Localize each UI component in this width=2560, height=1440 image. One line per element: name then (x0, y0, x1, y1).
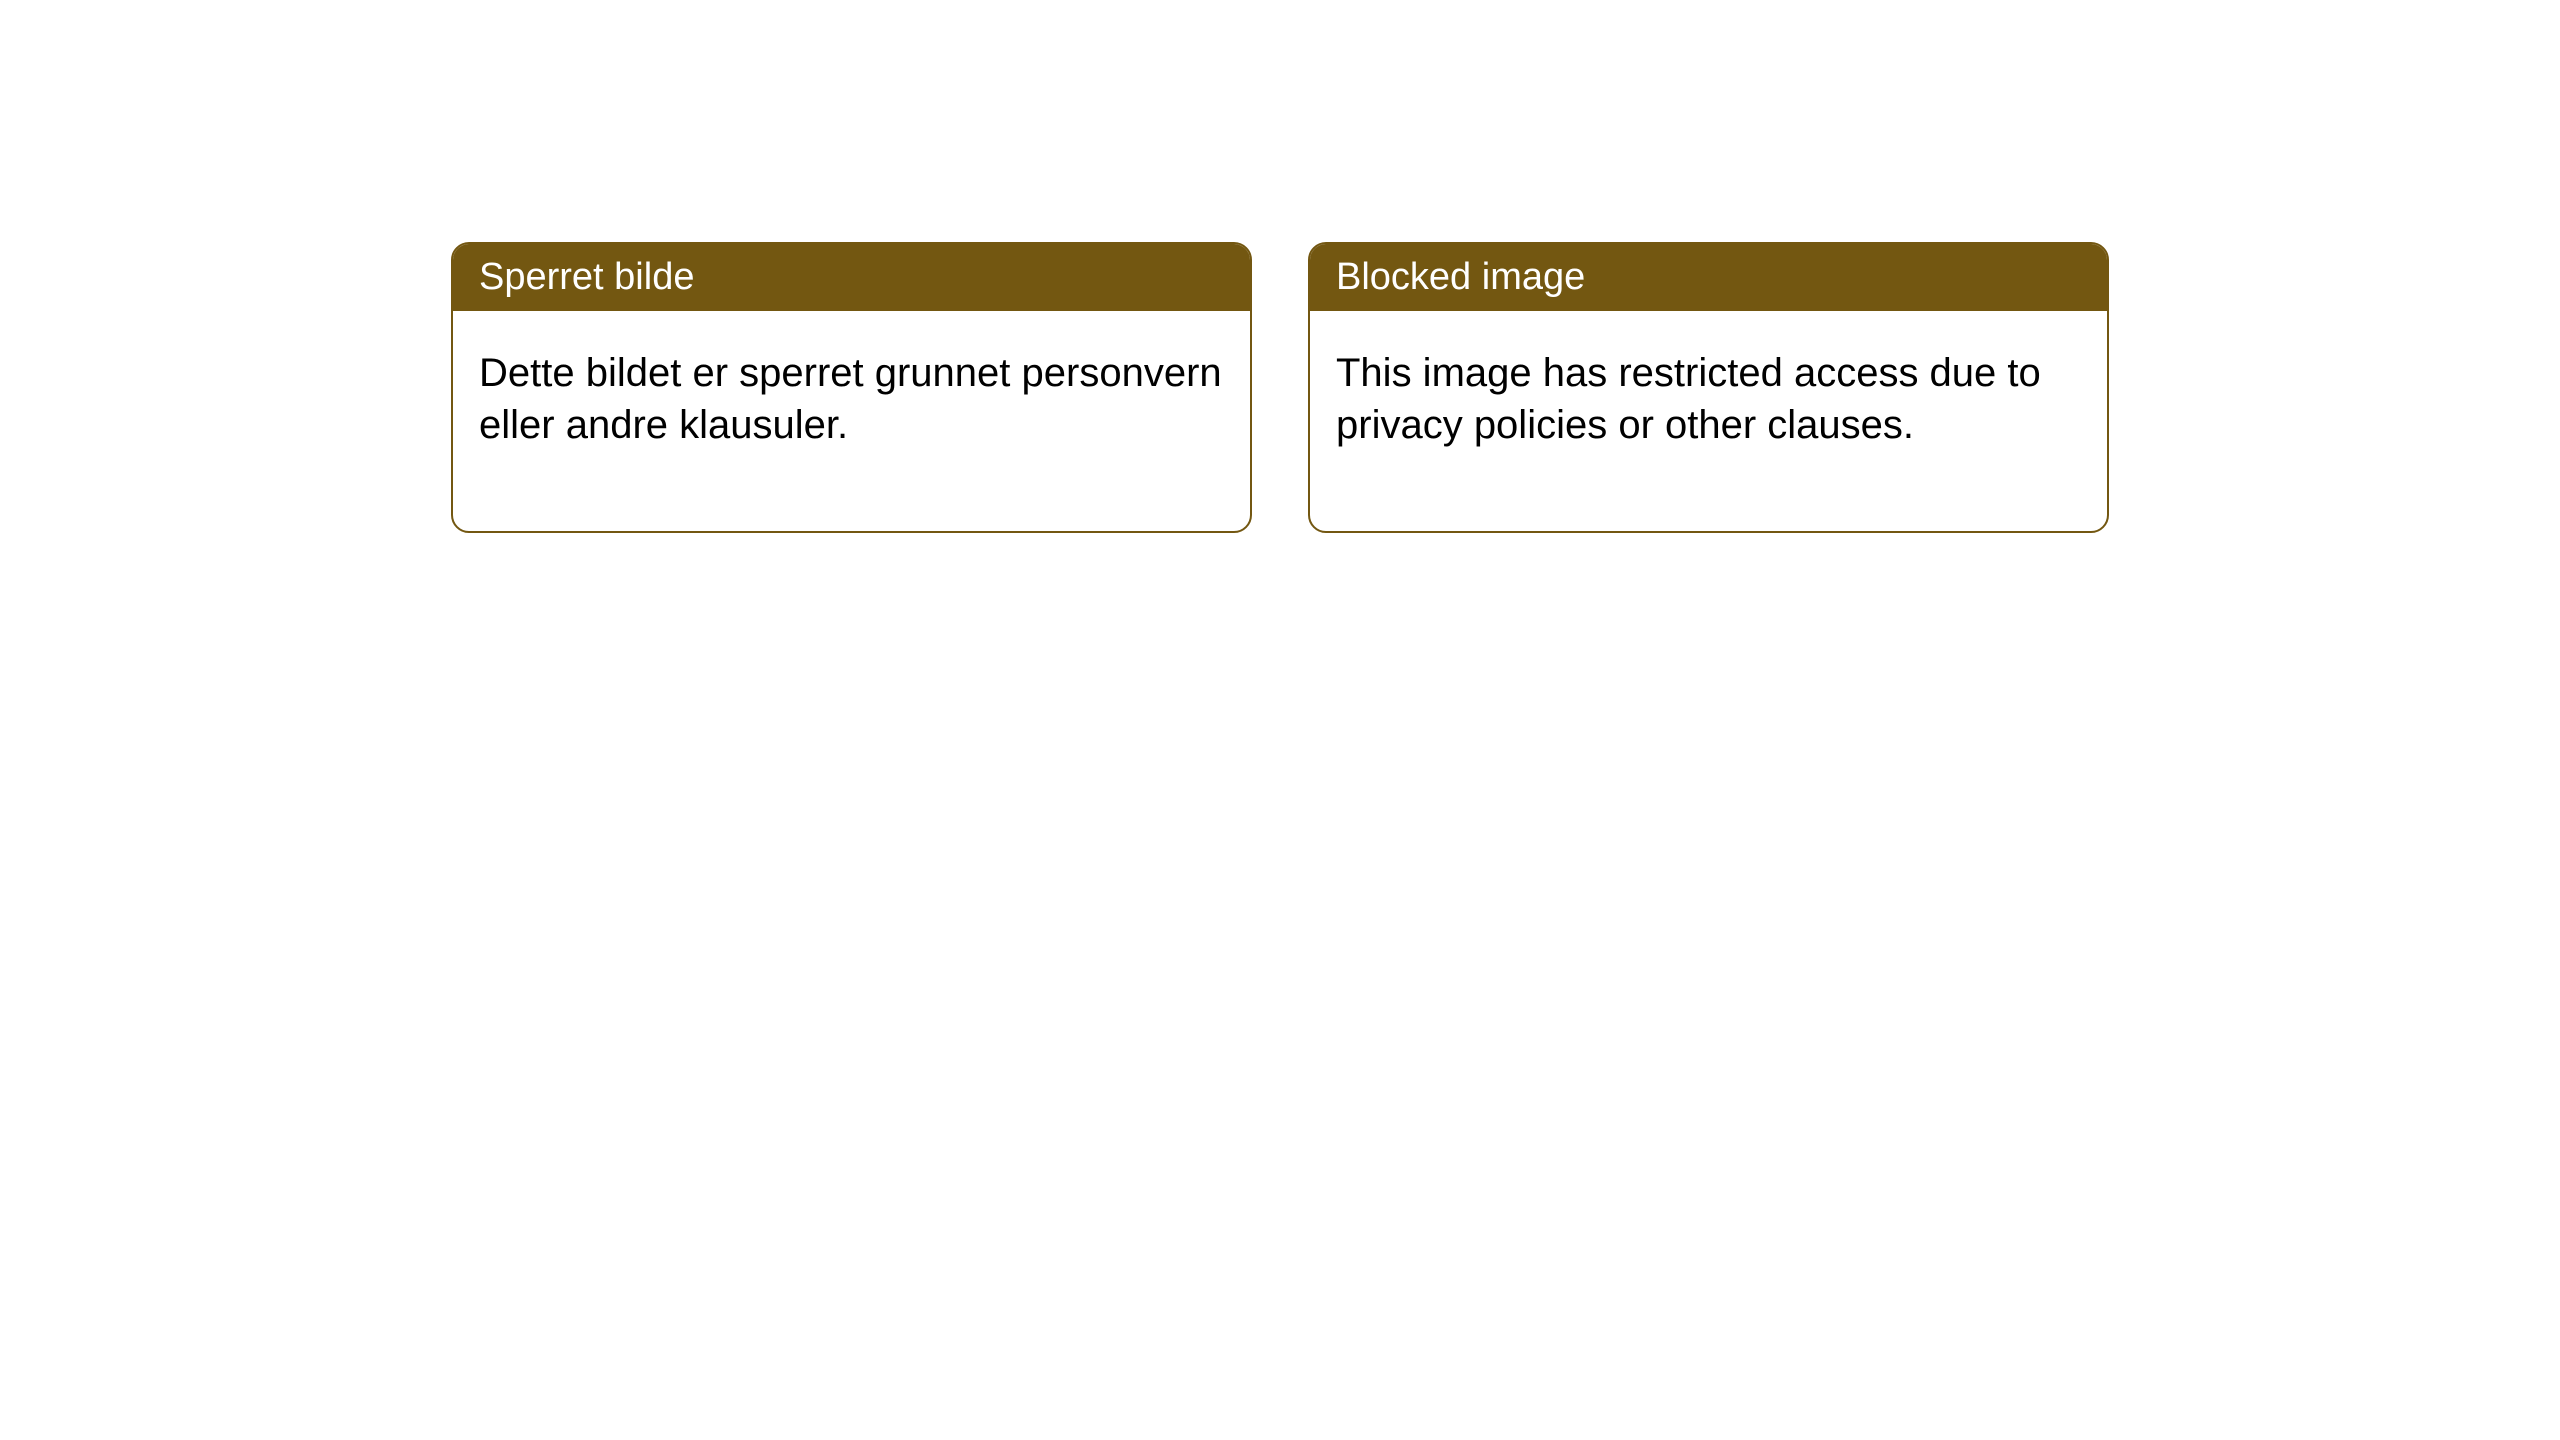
notice-card-english: Blocked image This image has restricted … (1308, 242, 2109, 533)
notice-card-norwegian: Sperret bilde Dette bildet er sperret gr… (451, 242, 1252, 533)
notice-header: Sperret bilde (453, 244, 1250, 311)
notice-title: Blocked image (1336, 256, 1585, 298)
notice-text: This image has restricted access due to … (1336, 351, 2041, 447)
notice-text: Dette bildet er sperret grunnet personve… (479, 351, 1222, 447)
notice-header: Blocked image (1310, 244, 2107, 311)
notice-body: Dette bildet er sperret grunnet personve… (453, 311, 1250, 531)
notice-container: Sperret bilde Dette bildet er sperret gr… (0, 0, 2560, 533)
notice-title: Sperret bilde (479, 256, 694, 298)
notice-body: This image has restricted access due to … (1310, 311, 2107, 531)
